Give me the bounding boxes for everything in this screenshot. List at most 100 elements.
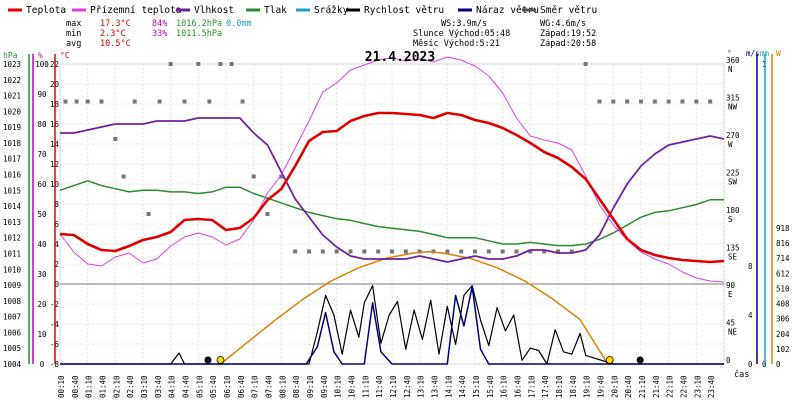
axis-tick-hpa: 1004 <box>3 360 22 369</box>
axis-tick-time: 11:40 <box>375 375 384 398</box>
stat-moonrise: Měsíc Východ:5:21 <box>413 39 500 49</box>
axis-tick-degc: 8 <box>54 200 59 209</box>
dir-point <box>168 62 173 66</box>
axis-tick-hpa: 1017 <box>3 155 21 164</box>
axis-unit-degc: °C <box>60 51 70 60</box>
stat-0-3: 1016.2hPa <box>176 19 222 29</box>
sun-marker <box>216 356 225 364</box>
dir-point <box>146 212 151 216</box>
dir-point <box>403 249 408 254</box>
series-press <box>59 180 724 247</box>
dir-point <box>514 249 519 254</box>
axis-tick-time: 05:40 <box>209 375 218 398</box>
stat-0-0: max <box>66 19 81 29</box>
axis-tick-dir: 90 <box>726 281 736 290</box>
legend-label-press: Tlak <box>264 5 287 16</box>
moon-marker <box>204 356 212 364</box>
axis-tick-time: 23:40 <box>707 375 716 398</box>
dir-point <box>218 62 223 66</box>
axis-tick-pct: 70 <box>37 150 47 159</box>
axis-tick-time: 01:40 <box>99 375 108 398</box>
axis-tick-pct: 60 <box>37 180 47 189</box>
axis-unit-ms: m/s <box>746 49 760 58</box>
legend-label-wind: Rychlost větru <box>364 5 444 16</box>
dir-point <box>362 249 367 254</box>
stat-moonset: Západ:20:58 <box>540 39 596 49</box>
dir-point <box>528 249 533 254</box>
dir-point <box>85 99 90 104</box>
axis-tick-pct: 50 <box>37 210 47 219</box>
series-feels <box>59 56 725 283</box>
axis-tick-degc: 2 <box>54 260 59 269</box>
stat-1-3: 1011.5hPa <box>176 29 222 39</box>
axis-tick-hpa: 1016 <box>3 171 22 180</box>
axis-tick-time: 00:10 <box>57 375 66 398</box>
dir-point <box>625 99 630 104</box>
axis-tick-dir: 315 <box>726 94 740 103</box>
axis-tick-compass: S <box>728 215 733 224</box>
axis-tick-hpa: 1018 <box>3 139 22 148</box>
axis-tick-time: 04:10 <box>168 375 177 398</box>
axis-tick-time: 00:40 <box>71 375 80 398</box>
axis-tick-time: 07:40 <box>265 375 274 398</box>
axis-tick-pct: 40 <box>37 240 47 249</box>
axis-tick-wm2: 714 <box>776 254 790 263</box>
sun-marker <box>605 356 614 364</box>
axis-tick-time: 22:10 <box>666 375 675 398</box>
dir-point <box>320 249 325 254</box>
axis-tick-dir: 0 <box>726 356 731 365</box>
dir-point <box>99 99 104 104</box>
stat-0-2: 84% <box>152 19 167 29</box>
axis-tick-hpa: 1015 <box>3 186 21 195</box>
axis-tick-ms: 4 <box>748 311 753 320</box>
stat-0-4: 0.0mm <box>226 19 252 29</box>
axis-tick-time: 12:40 <box>403 375 412 398</box>
axis-tick-time: 15:10 <box>472 375 481 398</box>
dir-point <box>569 249 574 254</box>
dir-point <box>500 249 505 254</box>
axis-tick-time: 19:10 <box>583 375 592 398</box>
axis-tick-wm2: 204 <box>776 330 790 339</box>
dir-point <box>666 99 671 104</box>
dir-point <box>182 99 187 104</box>
axis-tick-pct: 20 <box>37 300 47 309</box>
axis-tick-pct: 30 <box>37 270 47 279</box>
axis-tick-time: 18:10 <box>555 375 564 398</box>
axis-tick-pct: 100 <box>35 60 49 69</box>
dir-point <box>229 62 234 66</box>
axis-tick-time: 10:10 <box>334 375 343 398</box>
stat-1-0: min <box>66 29 81 39</box>
series-temp <box>59 111 725 264</box>
dir-point <box>376 249 381 254</box>
dir-point <box>417 249 422 254</box>
dir-point <box>556 249 560 254</box>
axis-tick-hpa: 1011 <box>3 249 21 258</box>
stat-wg: WG:4.6m/s <box>540 19 586 29</box>
axis-tick-dir: 135 <box>726 244 740 253</box>
axis-tick-hpa: 1006 <box>3 328 22 337</box>
axis-tick-wm2: 306 <box>776 315 790 324</box>
dir-point <box>251 174 256 179</box>
axis-tick-time: 16:40 <box>514 375 523 398</box>
stat-1-2: 33% <box>152 29 167 39</box>
dir-point <box>390 249 394 254</box>
dir-point <box>583 62 588 66</box>
axis-tick-hpa: 1022 <box>3 76 21 85</box>
dir-point <box>293 249 298 254</box>
legend-label-gust: Náraz větru <box>476 5 539 16</box>
dir-point <box>473 249 477 254</box>
axis-tick-time: 03:10 <box>140 375 149 398</box>
axis-tick-time: 08:40 <box>292 375 301 398</box>
stat-0-1: 17.3°C <box>100 19 131 29</box>
axis-tick-dir: 180 <box>726 206 740 215</box>
axis-tick-hpa: 1010 <box>3 265 22 274</box>
legend-label-feels: Přízemní teplota <box>90 5 182 16</box>
dir-point <box>597 99 602 104</box>
axis-tick-time: 01:10 <box>85 375 94 398</box>
axis-tick-hpa: 1014 <box>3 202 22 211</box>
dir-point <box>652 99 657 104</box>
dir-point <box>121 174 126 179</box>
axis-tick-hpa: 1021 <box>3 92 21 101</box>
